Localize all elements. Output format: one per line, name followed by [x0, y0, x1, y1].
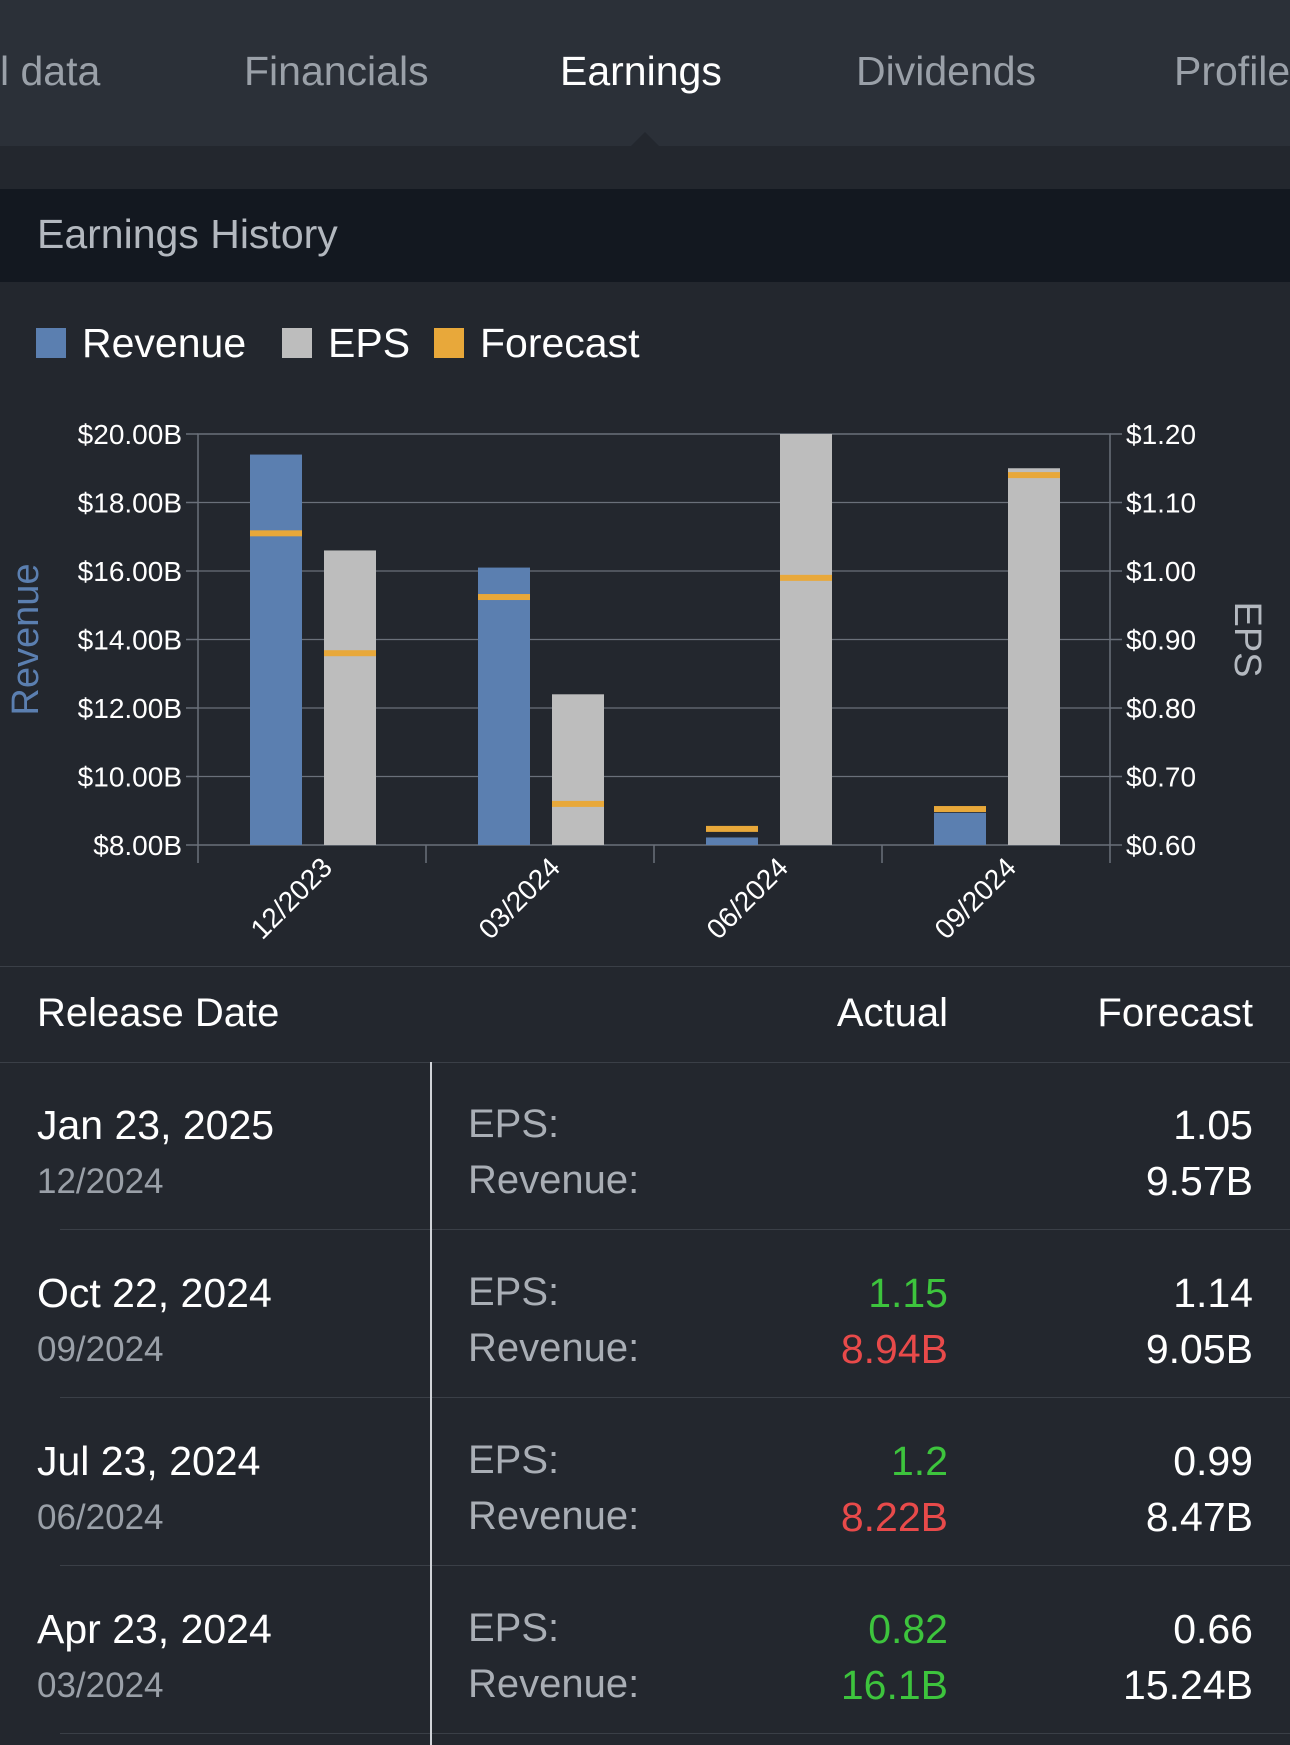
row-divider	[60, 1229, 1290, 1230]
tab-financials[interactable]: Financials	[244, 48, 429, 94]
header-actual: Actual	[836, 991, 948, 1035]
tab-profile[interactable]: Profile	[1174, 48, 1290, 94]
period: 09/2024	[37, 1330, 164, 1369]
header-forecast: Forecast	[1097, 991, 1253, 1035]
revenue-actual: 8.22B	[840, 1494, 948, 1540]
eps-forecast: 0.99	[1173, 1438, 1253, 1484]
eps-actual: 0.82	[868, 1606, 948, 1652]
table-row[interactable]: Jul 23, 2024 06/2024 EPS: Revenue: 1.2 8…	[0, 1398, 1290, 1566]
table-header: Release Date Actual Forecast	[0, 966, 1290, 1063]
revenue-forecast: 9.05B	[1145, 1326, 1253, 1372]
legend-label: Forecast	[480, 320, 640, 366]
y-tick-label-left: $10.00B	[78, 762, 182, 793]
y-tick-label-left: $20.00B	[78, 419, 182, 450]
earnings-table: Jan 23, 2025 12/2024 EPS: Revenue: 1.05 …	[0, 1062, 1290, 1734]
legend-item-eps[interactable]: EPS	[282, 320, 410, 367]
revenue-forecast-marker	[934, 806, 986, 813]
y-tick-label-right: $0.60	[1126, 830, 1196, 861]
y-tick-label-left: $14.00B	[78, 625, 182, 656]
y-tick-label-right: $1.10	[1126, 488, 1196, 519]
tab-chart-data[interactable]: l data	[0, 48, 101, 94]
row-divider	[60, 1733, 1290, 1734]
tab-dividends[interactable]: Dividends	[856, 48, 1037, 94]
revenue-actual: 8.94B	[840, 1326, 948, 1372]
x-tick-label: 06/2024	[701, 852, 794, 945]
eps-forecast-marker	[324, 650, 376, 657]
revenue-label: Revenue:	[468, 1158, 640, 1202]
revenue-forecast: 15.24B	[1123, 1662, 1253, 1708]
eps-forecast: 1.05	[1173, 1102, 1253, 1148]
eps-forecast-marker	[1008, 472, 1060, 479]
eps-label: EPS:	[468, 1270, 560, 1314]
revenue-actual: 16.1B	[840, 1662, 948, 1708]
revenue-bar	[250, 454, 302, 845]
x-tick-label: 09/2024	[929, 852, 1022, 945]
x-tick-label: 03/2024	[473, 852, 566, 945]
legend-label: Revenue	[82, 320, 247, 366]
section-header: Earnings History	[0, 189, 1290, 282]
y-tick-label-right: $1.20	[1126, 419, 1196, 450]
release-date: Jan 23, 2025	[37, 1102, 275, 1148]
y-tick-label-left: $16.00B	[78, 556, 182, 587]
revenue-bar	[934, 812, 986, 845]
legend-label: EPS	[328, 320, 411, 366]
eps-bar	[552, 694, 604, 845]
eps-forecast-marker	[552, 800, 604, 807]
eps-label: EPS:	[468, 1102, 560, 1146]
eps-actual: 1.15	[868, 1270, 948, 1316]
period: 03/2024	[37, 1666, 164, 1705]
y-axis-title-right: EPS	[1226, 601, 1268, 677]
table-row[interactable]: Apr 23, 2024 03/2024 EPS: Revenue: 0.82 …	[0, 1566, 1290, 1734]
column-divider	[430, 1062, 432, 1745]
eps-actual: 1.2	[891, 1438, 948, 1484]
eps-bar	[780, 434, 832, 845]
active-tab-indicator	[631, 132, 659, 146]
tab-bar: l data Financials Earnings Dividends Pro…	[0, 0, 1290, 146]
y-tick-label-left: $18.00B	[78, 488, 182, 519]
release-date: Jul 23, 2024	[37, 1438, 261, 1484]
release-date: Oct 22, 2024	[37, 1270, 272, 1316]
revenue-forecast-marker	[250, 530, 302, 537]
section-title: Earnings History	[37, 211, 338, 257]
revenue-forecast-marker	[706, 825, 758, 832]
revenue-label: Revenue:	[468, 1326, 640, 1370]
eps-forecast-marker	[780, 574, 832, 581]
legend-swatch-eps	[282, 328, 312, 359]
table-row[interactable]: Oct 22, 2024 09/2024 EPS: Revenue: 1.15 …	[0, 1230, 1290, 1398]
revenue-forecast: 8.47B	[1145, 1494, 1253, 1540]
earnings-chart: $8.00B $0.60 $10.00B $0.70 $12.00B $0.80 $14.0…	[5, 419, 1268, 945]
y-tick-label-left: $12.00B	[78, 693, 182, 724]
release-date: Apr 23, 2024	[37, 1606, 272, 1652]
legend-item-revenue[interactable]: Revenue	[36, 320, 246, 367]
eps-forecast: 1.14	[1173, 1270, 1253, 1316]
eps-forecast: 0.66	[1173, 1606, 1253, 1652]
revenue-label: Revenue:	[468, 1662, 640, 1706]
revenue-forecast: 9.57B	[1145, 1158, 1253, 1204]
eps-bar	[1008, 468, 1060, 845]
y-tick-label-left: $8.00B	[93, 830, 182, 861]
eps-label: EPS:	[468, 1438, 560, 1482]
y-tick-label-right: $1.00	[1126, 556, 1196, 587]
x-tick-label: 12/2023	[245, 852, 338, 945]
y-tick-label-right: $0.80	[1126, 693, 1196, 724]
table-row[interactable]: Jan 23, 2025 12/2024 EPS: Revenue: 1.05 …	[0, 1062, 1290, 1230]
revenue-bar	[478, 567, 530, 845]
row-divider	[60, 1397, 1290, 1398]
legend-swatch-revenue	[36, 328, 66, 359]
eps-label: EPS:	[468, 1606, 560, 1650]
eps-bar	[324, 550, 376, 845]
header-release-date: Release Date	[37, 991, 280, 1035]
revenue-bar	[706, 837, 758, 845]
revenue-forecast-marker	[478, 594, 530, 601]
legend-item-forecast[interactable]: Forecast	[434, 320, 640, 367]
revenue-label: Revenue:	[468, 1494, 640, 1538]
tab-earnings[interactable]: Earnings	[560, 48, 722, 94]
y-tick-label-right: $0.90	[1126, 625, 1196, 656]
period: 06/2024	[37, 1498, 164, 1537]
legend-swatch-forecast	[434, 328, 464, 359]
period: 12/2024	[37, 1162, 164, 1201]
row-divider	[60, 1565, 1290, 1566]
y-axis-title-left: Revenue	[5, 563, 47, 715]
y-tick-label-right: $0.70	[1126, 762, 1196, 793]
